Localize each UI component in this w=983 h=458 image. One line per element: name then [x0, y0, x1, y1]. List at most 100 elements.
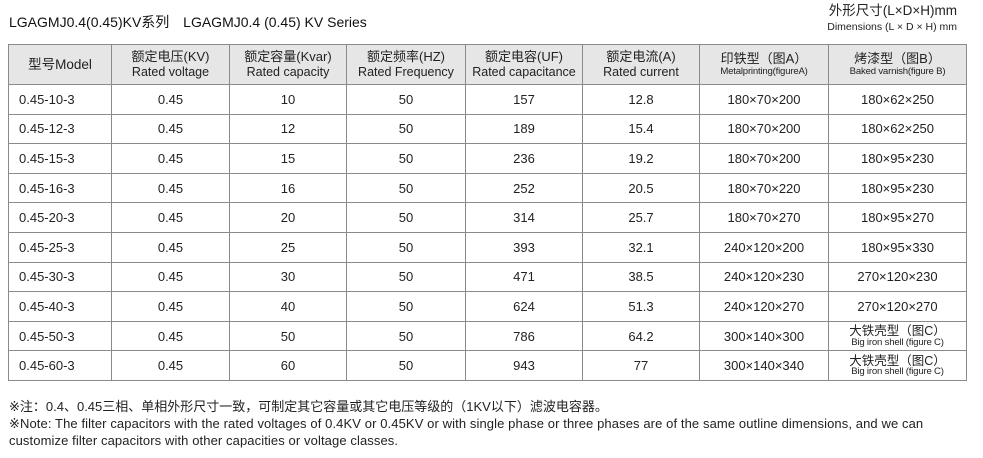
cell-current: 19.2	[582, 143, 700, 174]
footnotes: ※注：0.4、0.45三相、单相外形尺寸一致，可制定其它容量或其它电压等级的（1…	[9, 398, 977, 449]
shell-type-en: Big iron shell (figure C)	[851, 336, 944, 348]
shell-type-cn: 大铁壳型（图C）	[849, 324, 946, 338]
cell-capacitance: 314	[465, 202, 583, 233]
cell-figure-b: 大铁壳型（图C） Big iron shell (figure C)	[828, 320, 967, 352]
cell-current: 64.2	[582, 320, 700, 352]
cell-figure-a: 180×70×200	[699, 84, 829, 115]
cell-current: 77	[582, 350, 700, 381]
col-header-capacity: 额定容量(Kvar) Rated capacity	[229, 44, 347, 85]
cell-capacity: 60	[229, 350, 347, 381]
cell-model: 0.45-16-3	[8, 172, 112, 204]
cell-figure-b: 大铁壳型（图C） Big iron shell (figure C)	[828, 350, 967, 381]
cell-capacity: 50	[229, 320, 347, 352]
col-header-model: 型号Model	[8, 44, 112, 85]
cell-capacitance: 252	[465, 172, 583, 204]
cell-voltage: 0.45	[111, 261, 230, 293]
cell-voltage: 0.45	[111, 350, 230, 381]
cell-capacity: 20	[229, 202, 347, 233]
col-header-figure-a: 印铁型（图A） Metalprinting(figureA)	[699, 44, 829, 85]
cell-current: 15.4	[582, 113, 700, 145]
cell-figure-a: 180×70×270	[699, 202, 829, 233]
note-cn: ※注：0.4、0.45三相、单相外形尺寸一致，可制定其它容量或其它电压等级的（1…	[9, 399, 608, 414]
cell-frequency: 50	[346, 113, 466, 145]
cell-frequency: 50	[346, 202, 466, 233]
cell-capacity: 30	[229, 261, 347, 293]
note-en: ※Note: The filter capacitors with the ra…	[9, 416, 924, 448]
cell-capacitance: 189	[465, 113, 583, 145]
table-row: 0.45-50-3 0.45 50 50 786 64.2 300×140×300 大铁壳型（…	[8, 320, 967, 352]
cell-voltage: 0.45	[111, 202, 230, 233]
cell-model: 0.45-60-3	[8, 350, 112, 381]
cell-figure-b: 180×95×230	[828, 172, 967, 204]
cell-frequency: 50	[346, 231, 466, 263]
cell-capacity: 16	[229, 172, 347, 204]
cell-figure-a: 180×70×200	[699, 113, 829, 145]
col-header-figure-b: 烤漆型（图B） Baked varnish(figure B)	[828, 44, 967, 85]
table-row: 0.45-60-3 0.45 60 50 943 77 300×140×340 大铁壳型（图C…	[8, 350, 967, 381]
cell-model: 0.45-25-3	[8, 231, 112, 263]
table-row: 0.45-16-3 0.45 16 50 252 20.5 180×70×220 180×95…	[8, 172, 967, 204]
table-row: 0.45-15-3 0.45 15 50 236 19.2 180×70×200 180×95…	[8, 143, 967, 174]
shell-type-cn: 大铁壳型（图C）	[849, 353, 946, 368]
cell-model: 0.45-20-3	[8, 202, 112, 233]
cell-model: 0.45-50-3	[8, 320, 112, 352]
cell-frequency: 50	[346, 291, 466, 322]
cell-current: 12.8	[582, 84, 700, 115]
cell-figure-b: 270×120×230	[828, 261, 967, 293]
cell-capacitance: 624	[465, 291, 583, 322]
cell-capacitance: 786	[465, 320, 583, 352]
table-row: 0.45-25-3 0.45 25 50 393 32.1 240×120×200 180×9…	[8, 231, 967, 263]
cell-frequency: 50	[346, 172, 466, 204]
cell-frequency: 50	[346, 261, 466, 293]
spec-table: 型号Model 额定电压(KV) Rated voltage 额定容量(Kvar)…	[8, 44, 967, 381]
cell-frequency: 50	[346, 143, 466, 174]
cell-capacitance: 471	[465, 261, 583, 293]
cell-capacity: 12	[229, 113, 347, 145]
cell-figure-b: 180×62×250	[828, 113, 967, 145]
cell-model: 0.45-12-3	[8, 113, 112, 145]
cell-figure-b: 180×95×330	[828, 231, 967, 263]
cell-figure-a: 180×70×220	[699, 172, 829, 204]
cell-capacitance: 393	[465, 231, 583, 263]
col-header-voltage: 额定电压(KV) Rated voltage	[111, 44, 230, 85]
table-row: 0.45-20-3 0.45 20 50 314 25.7 180×70×270 180×95…	[8, 202, 967, 233]
cell-model: 0.45-15-3	[8, 143, 112, 174]
shell-type-en: Big iron shell (figure C)	[851, 366, 944, 378]
cell-capacity: 15	[229, 143, 347, 174]
cell-figure-b: 180×95×230	[828, 143, 967, 174]
cell-current: 32.1	[582, 231, 700, 263]
cell-voltage: 0.45	[111, 172, 230, 204]
cell-capacity: 40	[229, 291, 347, 322]
table-row: 0.45-10-3 0.45 10 50 157 12.8 180×70×200 180×62…	[8, 84, 967, 115]
cell-model: 0.45-30-3	[8, 261, 112, 293]
table-row: 0.45-12-3 0.45 12 50 189 15.4 180×70×200 180×62…	[8, 113, 967, 145]
cell-voltage: 0.45	[111, 320, 230, 352]
cell-current: 51.3	[582, 291, 700, 322]
cell-model: 0.45-40-3	[8, 291, 112, 322]
dims-en: Dimensions (L × D × H) mm	[827, 20, 957, 33]
dimensions-caption: 外形尺寸(L×D×H)mm Dimensions (L × D × H) mm	[827, 4, 957, 32]
cell-figure-b: 180×95×270	[828, 202, 967, 233]
cell-figure-a: 240×120×230	[699, 261, 829, 293]
cell-voltage: 0.45	[111, 113, 230, 145]
table-header-row: 型号Model 额定电压(KV) Rated voltage 额定容量(Kvar)…	[8, 44, 967, 85]
cell-capacity: 10	[229, 84, 347, 115]
cell-current: 25.7	[582, 202, 700, 233]
cell-figure-b: 270×120×270	[828, 291, 967, 322]
cell-current: 20.5	[582, 172, 700, 204]
cell-capacitance: 157	[465, 84, 583, 115]
cell-figure-a: 300×140×300	[699, 320, 829, 352]
cell-figure-a: 240×120×270	[699, 291, 829, 322]
cell-voltage: 0.45	[111, 143, 230, 174]
cell-figure-a: 300×140×340	[699, 350, 829, 381]
cell-current: 38.5	[582, 261, 700, 293]
table-row: 0.45-30-3 0.45 30 50 471 38.5 240×120×230 270×1…	[8, 261, 967, 293]
cell-model: 0.45-10-3	[8, 84, 112, 115]
cell-frequency: 50	[346, 84, 466, 115]
cell-frequency: 50	[346, 350, 466, 381]
cell-capacitance: 236	[465, 143, 583, 174]
dims-cn: 外形尺寸(L×D×H)mm	[828, 3, 957, 18]
cell-voltage: 0.45	[111, 84, 230, 115]
cell-capacitance: 943	[465, 350, 583, 381]
title-en: LGAGMJ0.4 (0.45) KV Series	[183, 14, 367, 30]
